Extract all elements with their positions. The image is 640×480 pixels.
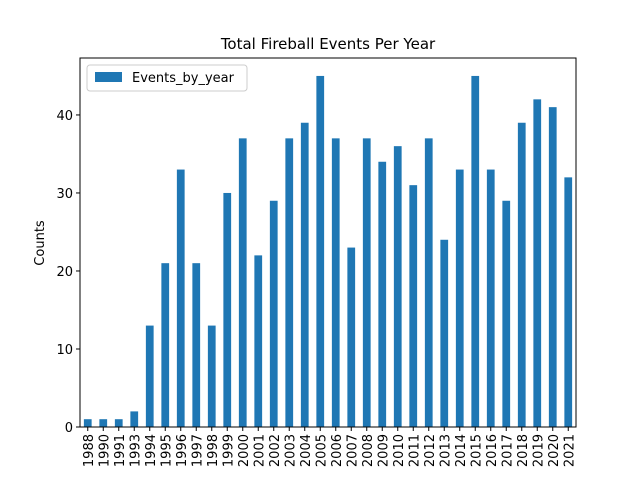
bar <box>517 122 526 428</box>
bar <box>440 239 449 427</box>
x-tick-label: 2010 <box>392 434 407 467</box>
bar <box>285 138 294 427</box>
x-tick-label: 2017 <box>500 434 515 467</box>
bar <box>362 138 371 427</box>
y-tick-label: 0 <box>65 421 73 436</box>
x-tick-label: 1994 <box>144 434 159 467</box>
bar <box>393 146 402 427</box>
legend-swatch <box>95 72 122 82</box>
y-tick-label: 40 <box>56 109 73 124</box>
y-tick-label: 10 <box>56 343 73 358</box>
bar <box>254 255 263 427</box>
x-tick-label: 2011 <box>407 434 422 467</box>
legend-label: Events_by_year <box>132 71 235 86</box>
x-tick-label: 1993 <box>128 434 143 467</box>
x-tick-label: 2015 <box>469 434 484 467</box>
x-tick-label: 2019 <box>531 434 546 467</box>
bar <box>223 192 232 427</box>
bar <box>114 419 123 427</box>
bar <box>192 263 201 427</box>
x-tick-label: 2005 <box>314 434 329 467</box>
plot-frame <box>79 57 577 428</box>
x-tick-label: 2014 <box>454 434 469 467</box>
bar <box>161 263 170 427</box>
x-tick-label: 1988 <box>82 434 97 467</box>
x-tick-label: 1998 <box>206 434 221 467</box>
bar <box>238 138 247 427</box>
bar <box>99 419 108 427</box>
bar <box>316 75 325 427</box>
y-tick-label: 20 <box>56 265 73 280</box>
x-tick-label: 2006 <box>330 434 345 467</box>
bar <box>331 138 340 427</box>
bar <box>145 325 154 427</box>
x-tick-label: 2020 <box>547 434 562 467</box>
x-tick-label: 2021 <box>562 434 577 467</box>
x-tick-label: 2000 <box>237 434 252 467</box>
x-tick-label: 2003 <box>283 434 298 467</box>
bar <box>207 325 216 427</box>
x-tick-label: 2012 <box>423 434 438 467</box>
bar <box>300 122 309 428</box>
x-tick-label: 1996 <box>175 434 190 467</box>
bar <box>502 200 511 427</box>
bar <box>533 99 542 427</box>
bar <box>548 107 557 427</box>
bar <box>347 247 356 427</box>
y-tick-label: 30 <box>56 187 73 202</box>
x-tick-label: 1999 <box>221 434 236 467</box>
x-tick-label: 2007 <box>345 434 360 467</box>
x-tick-label: 2016 <box>485 434 500 467</box>
x-tick-label: 1991 <box>113 434 128 467</box>
bar <box>486 169 495 427</box>
x-tick-label: 1997 <box>190 434 205 467</box>
x-tick-label: 1990 <box>97 434 112 467</box>
x-tick-label: 2002 <box>268 434 283 467</box>
bar <box>83 419 92 427</box>
bar <box>455 169 464 427</box>
x-tick-label: 1995 <box>159 434 174 467</box>
x-tick-label: 2004 <box>299 434 314 467</box>
bar <box>564 177 573 427</box>
bar <box>130 411 139 427</box>
x-tick-label: 2001 <box>252 434 267 467</box>
bar <box>378 161 387 427</box>
y-axis-label: Counts <box>33 220 48 266</box>
bar <box>424 138 433 427</box>
legend-box <box>86 64 248 92</box>
x-tick-label: 2008 <box>361 434 376 467</box>
bar <box>409 185 418 427</box>
chart-title: Total Fireball Events Per Year <box>220 35 436 53</box>
x-tick-label: 2018 <box>516 434 531 467</box>
bar <box>471 75 480 427</box>
bar <box>269 200 278 427</box>
x-tick-label: 2009 <box>376 434 391 467</box>
x-tick-label: 2013 <box>438 434 453 467</box>
bar <box>176 169 185 427</box>
